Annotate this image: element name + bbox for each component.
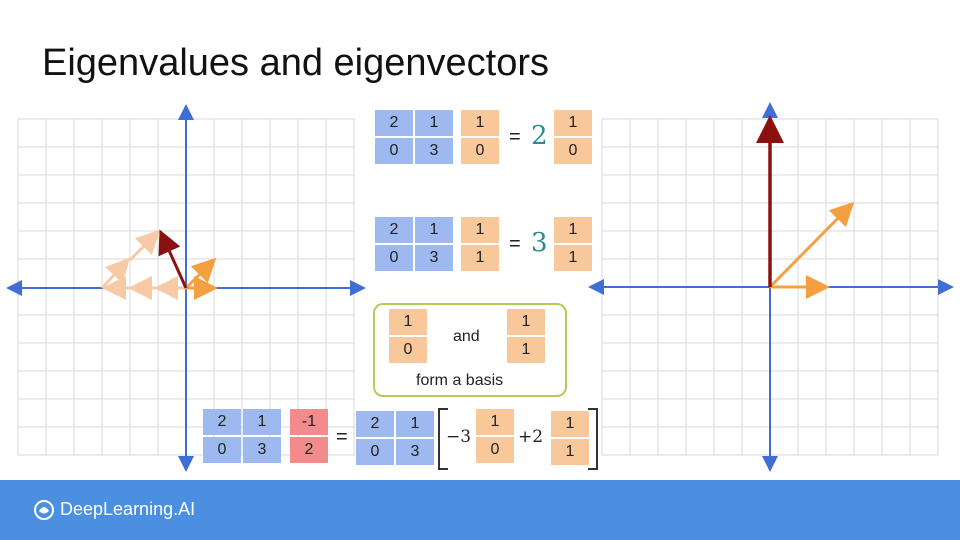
eq1-equals: = (509, 126, 521, 148)
eq1-result: 1 0 (552, 108, 594, 166)
eq3-right-bracket (588, 408, 598, 470)
eq3-left-bracket (438, 408, 448, 470)
basis-and: and (453, 328, 480, 345)
eq1-scalar: 2 (531, 121, 548, 151)
eq1-matrix-cell: 3 (415, 138, 453, 164)
basis-vector-2-cell: 1 (507, 337, 545, 363)
eq1-matrix-cell: 1 (415, 110, 453, 136)
basis-vector-1-cell: 0 (389, 337, 427, 363)
eq3-coef-1: −3 (446, 427, 472, 447)
basis-vector-1: 1 0 (387, 307, 429, 365)
eq2-result-cell: 1 (554, 245, 592, 271)
eq1-matrix-cell: 2 (375, 110, 413, 136)
eq1-vector: 1 0 (459, 108, 501, 166)
eq3-basis-1: 1 0 (474, 407, 516, 465)
left-trail-vectors (100, 229, 186, 300)
eq3-matrix-cell: 1 (243, 409, 281, 435)
eq2-scalar: 3 (531, 228, 548, 258)
page-title: Eigenvalues and eigenvectors (42, 42, 550, 84)
eq2-result-cell: 1 (554, 217, 592, 243)
basis-caption: form a basis (416, 372, 504, 389)
eq2-equals: = (509, 233, 521, 255)
eq2-vector: 1 1 (459, 215, 501, 273)
eq1-result-cell: 1 (554, 110, 592, 136)
eq3-matrix-cell: 3 (243, 437, 281, 463)
eq3-basis-1-cell: 0 (476, 437, 514, 463)
eq3-basis-1-cell: 1 (476, 409, 514, 435)
eq3-vector-cell: 2 (290, 437, 328, 463)
eq1-matrix-cell: 0 (375, 138, 413, 164)
eq3-basis-2: 1 1 (549, 409, 591, 467)
eq1-vector-cell: 1 (461, 110, 499, 136)
eq3-matrix-cell: 2 (203, 409, 241, 435)
right-vector-orange-diagonal (768, 201, 855, 289)
eq3-coef-2: +2 (518, 427, 544, 447)
left-plot (6, 104, 366, 472)
left-vector-dark-red (158, 229, 188, 289)
eq3-basis-2-cell: 1 (551, 439, 589, 465)
eq3-matrix-2-cell: 0 (356, 439, 394, 465)
eq2-vector-cell: 1 (461, 245, 499, 271)
eq3-matrix-2-cell: 3 (396, 439, 434, 465)
footer-bar (0, 480, 960, 540)
brand-logo[interactable]: DeepLearning.AI (34, 499, 195, 520)
eq2-matrix-cell: 1 (415, 217, 453, 243)
deeplearning-logo-icon (34, 499, 54, 520)
eq3-matrix-2-cell: 2 (356, 411, 394, 437)
basis-vector-2-cell: 1 (507, 309, 545, 335)
basis-box (373, 303, 567, 397)
brand-name: DeepLearning.AI (60, 499, 196, 519)
basis-vector-1-cell: 1 (389, 309, 427, 335)
eq2-matrix-cell: 2 (375, 217, 413, 243)
eq2-vector-cell: 1 (461, 217, 499, 243)
eq3-basis-2-cell: 1 (551, 411, 589, 437)
eq1-result-cell: 0 (554, 138, 592, 164)
eq2-result: 1 1 (552, 215, 594, 273)
basis-vector-2: 1 1 (505, 307, 547, 365)
eq3-matrix-cell: 0 (203, 437, 241, 463)
eq3-vector: -1 2 (288, 407, 330, 465)
eq2-matrix-cell: 3 (415, 245, 453, 271)
eq3-matrix-2-cell: 1 (396, 411, 434, 437)
right-plot (588, 102, 954, 472)
eq1-vector-cell: 0 (461, 138, 499, 164)
eq3-equals: = (336, 426, 348, 448)
left-vector-orange-2 (184, 257, 217, 290)
eq3-vector-cell: -1 (290, 409, 328, 435)
eq2-matrix-cell: 0 (375, 245, 413, 271)
